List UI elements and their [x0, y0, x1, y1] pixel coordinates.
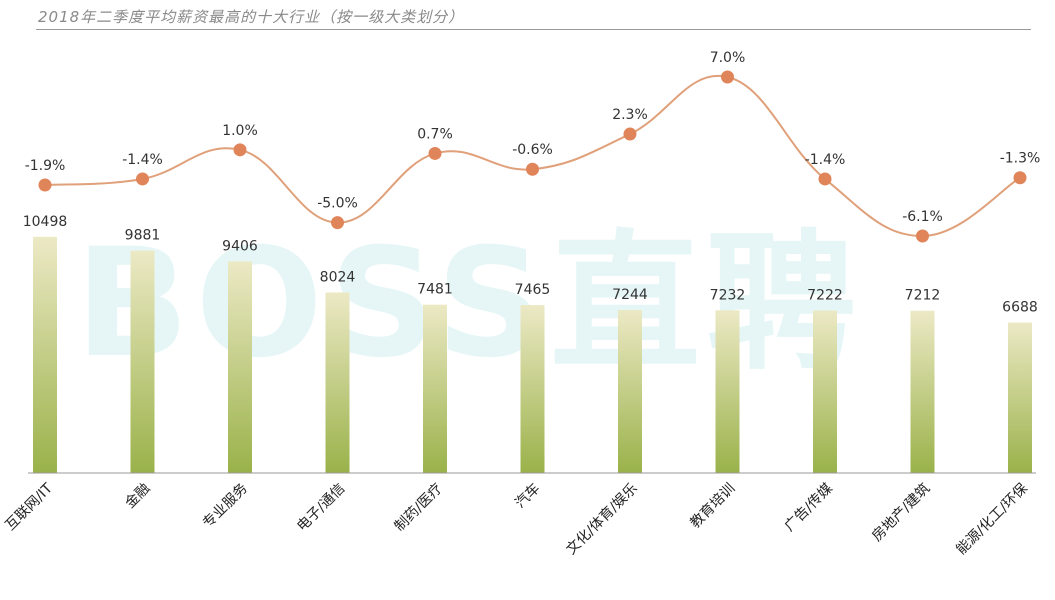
growth-label: -6.1% — [902, 209, 943, 225]
bar-value-label: 9406 — [222, 238, 258, 254]
growth-marker — [1013, 171, 1027, 185]
growth-markers — [38, 70, 1027, 243]
growth-marker — [721, 70, 734, 84]
growth-label: 2.3% — [612, 107, 648, 123]
bar — [618, 310, 642, 473]
category-label: 制药/医疗 — [392, 481, 446, 535]
bar-value-label: 7481 — [417, 282, 453, 298]
growth-label: 7.0% — [710, 50, 746, 66]
growth-marker — [623, 127, 637, 141]
bar-value-label: 7465 — [515, 282, 551, 298]
bar — [130, 250, 155, 473]
growth-label: -1.3% — [1000, 151, 1041, 167]
category-labels: 互联网/IT 金融 专业服务 电子/通信 制药/医疗 汽车 文化/体育/娱乐 教育培训 广告/传… — [3, 480, 1031, 558]
category-label: 互联网/IT — [3, 480, 57, 534]
title-divider — [36, 29, 1031, 30]
bar — [813, 310, 837, 473]
category-label: 文化/体育/娱乐 — [563, 481, 640, 558]
category-label: 能源/化工/环保 — [953, 481, 1030, 558]
bar — [715, 310, 740, 473]
growth-label: -1.4% — [805, 152, 846, 168]
category-label: 金融 — [122, 481, 153, 512]
bar — [33, 236, 57, 473]
growth-marker — [818, 172, 832, 186]
category-label: 房地产/建筑 — [869, 481, 933, 545]
growth-marker — [233, 143, 247, 157]
bar — [228, 261, 252, 473]
chart-title: 2018年二季度平均薪资最高的十大行业（按一级大类划分） — [38, 8, 465, 26]
bar-series — [33, 236, 1032, 473]
bar-value-label: 7244 — [612, 287, 648, 303]
bar-value-label: 9881 — [125, 228, 161, 244]
bar — [910, 310, 935, 473]
growth-marker — [38, 178, 52, 192]
category-label: 广告/传媒 — [782, 481, 836, 535]
category-label: 教育培训 — [687, 481, 738, 532]
growth-labels: -1.9% -1.4% 1.0% -5.0% 0.7% -0.6% 2.3% 7.0% -1.4… — [25, 50, 1041, 225]
bar — [520, 305, 545, 473]
category-label: 电子/通信 — [294, 481, 348, 535]
growth-marker — [916, 229, 929, 243]
category-label: 汽车 — [512, 480, 544, 512]
bar — [325, 292, 350, 473]
bar-value-label: 6688 — [1002, 300, 1038, 316]
growth-marker — [526, 162, 539, 176]
category-label: 专业服务 — [200, 481, 251, 532]
bar — [1008, 322, 1032, 473]
growth-marker — [331, 216, 344, 230]
bar-value-labels: 10498 9881 9406 8024 7481 7465 7244 7232 7222 721… — [23, 214, 1038, 316]
growth-label: 0.7% — [417, 126, 453, 142]
bar-value-label: 7212 — [905, 288, 941, 304]
bar-value-label: 10498 — [23, 214, 68, 230]
growth-label: -1.4% — [122, 152, 163, 168]
growth-label: -5.0% — [317, 196, 358, 212]
bar — [423, 304, 447, 473]
bar-value-label: 8024 — [320, 269, 356, 285]
growth-label: 1.0% — [222, 123, 258, 139]
growth-label: -1.9% — [25, 158, 66, 174]
growth-marker — [428, 146, 442, 160]
growth-marker — [136, 172, 149, 186]
bar-value-label: 7222 — [807, 288, 843, 304]
growth-label: -0.6% — [512, 142, 553, 158]
bar-value-label: 7232 — [710, 287, 746, 303]
